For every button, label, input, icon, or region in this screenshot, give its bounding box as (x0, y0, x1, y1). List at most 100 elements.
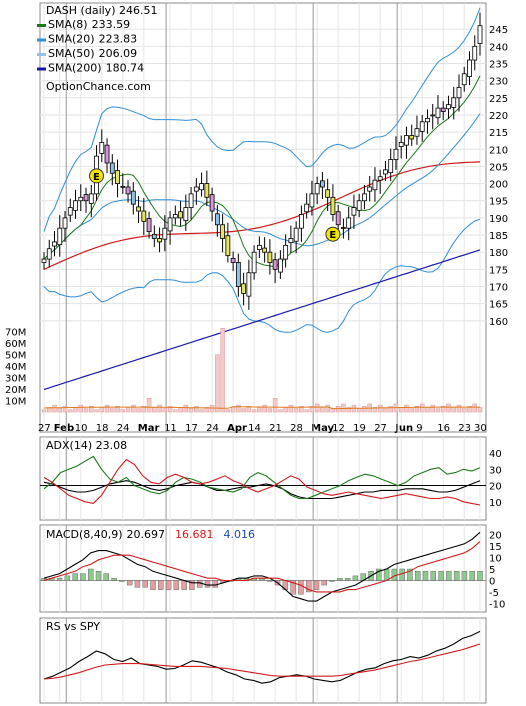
candle-body (372, 179, 378, 191)
macd-histogram-bar (352, 575, 359, 581)
volume-bar (94, 409, 99, 413)
volume-bar (314, 403, 320, 413)
macd-histogram-bar (134, 580, 141, 588)
sma50-line (43, 161, 481, 270)
volume-tick-label: 50M (5, 351, 26, 362)
volume-bar (293, 408, 299, 413)
macd-histogram-bar (422, 571, 429, 581)
chart-title: DASH (daily) 246.51 (46, 4, 157, 17)
legend-name: SMA(8) (48, 18, 88, 31)
macd-histogram-bar (189, 580, 195, 590)
macd-histogram-bar (173, 580, 180, 590)
candle-body (67, 207, 73, 216)
macd-histogram-bar (430, 571, 436, 581)
candle-body (78, 196, 84, 202)
volume-bar (220, 328, 225, 413)
candle-body (214, 213, 220, 226)
volume-bar (440, 406, 446, 413)
macd-histogram-bar (329, 580, 335, 582)
adx-tick-label: 40 (489, 449, 502, 460)
macd-histogram-bar (376, 568, 382, 581)
macd-histogram-bar (469, 571, 475, 581)
candle-body (367, 186, 373, 192)
macd-histogram-bar (446, 571, 452, 581)
legend-swatch (37, 67, 46, 71)
candle-body (267, 251, 273, 263)
volume-bar (125, 407, 131, 413)
candle-body (461, 73, 467, 86)
candle-body (346, 217, 352, 229)
rs-series-1 (43, 643, 481, 680)
price-tick-label: 215 (489, 128, 508, 139)
macd-histogram-bar (64, 575, 71, 581)
candle-body (109, 162, 115, 174)
candle-body (456, 87, 462, 99)
macd-histogram-bar (150, 580, 156, 590)
macd-histogram-bar (306, 580, 312, 593)
adx-tick-label: 10 (489, 498, 502, 509)
candle-body (330, 196, 336, 215)
x-tick-label: Feb (54, 423, 74, 434)
volume-bar (451, 407, 456, 413)
macd-tick-label: 15 (489, 542, 502, 553)
macd-histogram-bar (298, 580, 304, 595)
sma200-line (43, 249, 481, 391)
candle-body (204, 183, 210, 198)
volume-bar (419, 403, 425, 413)
macd-histogram-bar (383, 568, 390, 581)
price-tick-label: 220 (489, 111, 508, 122)
candle-body (199, 183, 204, 191)
volume-bar (262, 404, 267, 413)
volume-bar (309, 406, 315, 413)
volume-bar (209, 404, 215, 413)
volume-bar (136, 408, 141, 413)
legend-value: 233.59 (92, 18, 131, 31)
volume-bar (246, 406, 252, 413)
candle-body (398, 141, 404, 147)
candle-body (120, 185, 126, 188)
candle-body (193, 186, 199, 192)
volume-bar (362, 406, 367, 413)
volume-bar (304, 409, 309, 413)
macd-histogram-bar (290, 580, 296, 595)
volume-bar (404, 404, 409, 413)
volume-bar (146, 397, 152, 413)
macd-histogram-bar (56, 577, 63, 581)
macd-series-1 (43, 541, 481, 593)
x-tick-label: 27 (38, 423, 51, 434)
macd-histogram-bar (344, 577, 351, 581)
legend-entry: SMA(200) 180.74 (48, 62, 144, 75)
candle-body (246, 272, 252, 297)
candle-body (151, 233, 157, 239)
price-tick-label: 195 (489, 197, 508, 208)
candle-body (178, 211, 183, 219)
volume-bar (430, 404, 435, 413)
x-tick-label: 14 (248, 423, 261, 434)
candle-body (477, 25, 483, 44)
candle-body (251, 251, 257, 274)
volume-bar (461, 408, 467, 413)
price-tick-label: 165 (489, 300, 508, 311)
legend-entry: SMA(8) 233.59 (48, 18, 130, 31)
volume-tick-label: 70M (5, 328, 26, 339)
candle-body (320, 180, 325, 188)
volume-bar (299, 406, 304, 413)
volume-bar (346, 407, 351, 413)
legend-name: SMA(200) (48, 62, 102, 75)
macd-histogram-bar (477, 571, 483, 581)
macd-histogram-bar (165, 580, 172, 590)
candle-body (277, 258, 283, 273)
candle-body (288, 238, 294, 244)
x-tick-label: Apr (227, 423, 247, 434)
volume-bar (199, 409, 204, 413)
volume-tick-label: 40M (5, 362, 26, 373)
x-tick-label: 11 (164, 423, 177, 434)
volume-bar (241, 408, 246, 413)
candle-body (356, 200, 362, 211)
legend-swatch (37, 24, 46, 27)
legend-swatch (37, 53, 46, 56)
candle-body (393, 148, 399, 160)
macd-tick-label: -10 (489, 599, 505, 610)
